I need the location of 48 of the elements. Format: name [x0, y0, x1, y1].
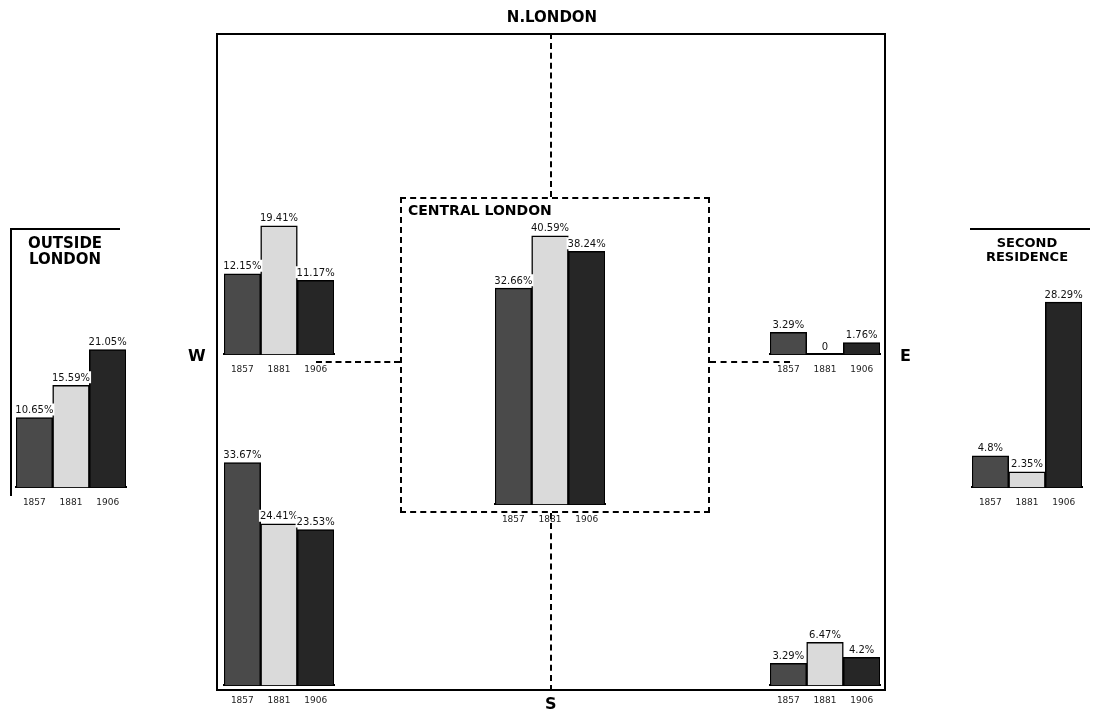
- chart-title: OUTSIDE LONDON: [26, 234, 104, 268]
- x-tick-label: 1857: [230, 363, 254, 374]
- x-tick-label: 1881: [267, 694, 291, 705]
- text: W: [188, 346, 206, 365]
- x-tick-label: 1857: [978, 496, 1002, 507]
- data-label: 32.66%: [494, 274, 533, 286]
- data-label: 4.8%: [977, 442, 1004, 454]
- x-tick-label: 1857: [230, 694, 254, 705]
- text: N.LONDON: [505, 8, 599, 26]
- data-label: 0: [821, 340, 829, 352]
- text: E: [900, 346, 911, 365]
- chart-title: SECOND RESIDENCE: [984, 235, 1070, 264]
- data-label: 23.53%: [296, 516, 335, 528]
- data-label: 3.29%: [772, 319, 805, 331]
- data-label: 4.2%: [848, 644, 875, 656]
- x-tick-label: 1881: [538, 513, 562, 524]
- x-tick-label: 1881: [1015, 496, 1039, 507]
- chart-title: CENTRAL LONDON: [408, 202, 608, 218]
- x-tick-label: 1857: [22, 496, 46, 507]
- x-tick-label: 1881: [59, 496, 83, 507]
- x-tick-label: 1906: [96, 496, 120, 507]
- x-tick-label: 1906: [850, 363, 874, 374]
- x-tick-label: 1906: [575, 513, 599, 524]
- x-tick-label: 1906: [304, 694, 328, 705]
- data-label: 15.59%: [51, 371, 91, 383]
- x-tick-label: 1881: [813, 694, 837, 705]
- data-label: 12.15%: [223, 260, 262, 272]
- data-label: 21.05%: [88, 336, 127, 348]
- data-label: 11.17%: [296, 266, 335, 278]
- x-tick-label: 1906: [1052, 496, 1076, 507]
- x-tick-label: 1906: [304, 363, 328, 374]
- data-label: 33.67%: [223, 449, 262, 461]
- data-label: 6.47%: [809, 629, 841, 640]
- x-tick-label: 1857: [776, 694, 800, 705]
- x-tick-label: 1857: [776, 363, 800, 374]
- x-tick-label: 1881: [813, 363, 837, 374]
- data-label: 28.29%: [1044, 288, 1083, 300]
- text: S: [545, 694, 557, 713]
- data-label: 2.35%: [1011, 458, 1043, 470]
- data-label: 1.76%: [845, 329, 878, 341]
- data-label: 40.59%: [530, 222, 570, 234]
- x-tick-label: 1857: [501, 513, 525, 524]
- x-tick-label: 1906: [850, 694, 874, 705]
- data-label: 10.65%: [15, 404, 54, 416]
- x-tick-label: 1881: [267, 363, 291, 374]
- data-label: 3.29%: [772, 650, 805, 662]
- data-label: 38.24%: [567, 237, 606, 249]
- data-label: 19.41%: [259, 212, 299, 224]
